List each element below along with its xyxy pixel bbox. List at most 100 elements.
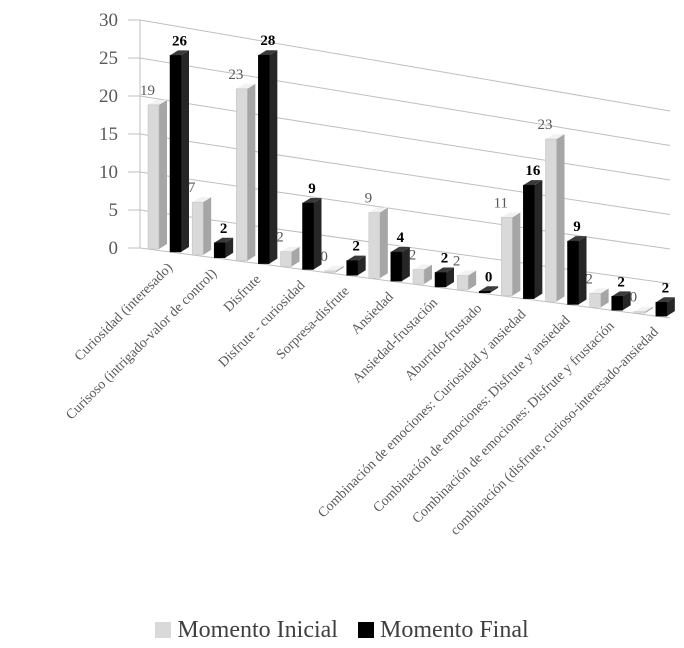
- x-tick-label: Ansiedad-frustación: [350, 296, 441, 387]
- bar-inicial: [633, 311, 646, 314]
- bar-final: [390, 251, 403, 282]
- bar-side: [666, 297, 675, 317]
- bar-final: [478, 291, 491, 294]
- legend-swatch-initial: [155, 622, 172, 638]
- bar-side: [313, 197, 322, 270]
- x-tick-label: Disfrute: [221, 272, 264, 315]
- bar-inicial: [368, 212, 381, 279]
- gridlines: [128, 19, 671, 319]
- bar-final: [346, 260, 358, 276]
- bar-side: [247, 83, 256, 261]
- x-tick-label: Ansiedad: [349, 290, 397, 338]
- bar-top: [589, 288, 609, 294]
- y-tick-label: 20: [99, 86, 118, 107]
- legend: Momento Inicial Momento Final: [0, 612, 684, 648]
- bar-inicial: [545, 138, 557, 302]
- bar-side: [556, 134, 565, 302]
- legend-label-final: Momento Final: [379, 616, 529, 643]
- value-label: 0: [485, 269, 493, 285]
- bar-top: [346, 255, 366, 261]
- bar-inicial: [280, 251, 292, 267]
- bar-side: [159, 99, 167, 250]
- bars: [147, 50, 675, 317]
- value-label: 2: [617, 274, 625, 290]
- bar-inicial: [324, 270, 336, 273]
- bar-final: [169, 55, 182, 253]
- bar-final: [213, 242, 226, 259]
- value-label: 2: [409, 248, 417, 264]
- bar-side: [401, 247, 410, 282]
- bar-side: [291, 246, 300, 267]
- value-label: 9: [308, 181, 316, 197]
- bar-top: [633, 306, 653, 312]
- gridline: [139, 247, 671, 319]
- bar-top: [258, 50, 278, 56]
- bar-side: [424, 264, 432, 285]
- bar-side: [600, 288, 609, 308]
- gridline: [139, 171, 671, 250]
- x-tick-label: Disfrute - curiosidad: [216, 278, 309, 371]
- bar-top: [611, 291, 631, 297]
- x-tick-label: Curiosidad (interesado): [72, 260, 176, 364]
- value-label: 2: [585, 271, 593, 287]
- gridline: [139, 95, 671, 181]
- bar-top: [655, 297, 675, 303]
- bar-side: [468, 270, 477, 290]
- value-label: 23: [228, 67, 243, 83]
- value-label: 2: [352, 239, 360, 255]
- value-label: 2: [276, 230, 284, 246]
- bar-top: [368, 207, 388, 213]
- bar-side: [269, 50, 278, 264]
- bar-inicial: [236, 88, 248, 261]
- bar-top: [148, 99, 167, 105]
- bar-inicial: [589, 293, 601, 308]
- value-label: 7: [188, 180, 196, 196]
- bar-final: [302, 202, 314, 270]
- bar-final: [567, 240, 579, 305]
- gridline: [139, 133, 671, 215]
- bar-top: [567, 236, 587, 242]
- bar-final: [434, 272, 447, 288]
- bar-final: [655, 302, 668, 317]
- value-label: 0: [320, 249, 328, 265]
- bar-top: [214, 237, 234, 243]
- bar-top: [501, 212, 521, 218]
- y-axis: 0 5 10 15 20 25 30: [99, 10, 118, 259]
- bar-side: [644, 306, 653, 314]
- bar-inicial: [412, 269, 425, 285]
- value-label: 2: [220, 221, 228, 237]
- bar-inicial: [501, 217, 513, 296]
- bar-side: [446, 267, 454, 287]
- bar-final: [611, 296, 623, 311]
- legend-item-final: Momento Final: [357, 616, 529, 644]
- value-label: 23: [538, 117, 553, 133]
- bar-top: [280, 246, 300, 252]
- value-label: 0: [630, 290, 638, 306]
- gridline: [139, 57, 671, 146]
- bar-side: [512, 212, 521, 296]
- bar-top: [545, 134, 565, 140]
- gridline: [139, 19, 671, 112]
- bar-top: [435, 267, 454, 273]
- value-label: 9: [573, 219, 581, 235]
- bar-side: [357, 255, 366, 276]
- legend-swatch-final: [357, 622, 374, 638]
- bar-top: [170, 50, 189, 56]
- bar-final: [258, 54, 270, 264]
- y-tick-label: 10: [99, 162, 118, 183]
- bar-side: [534, 180, 543, 299]
- y-tick-label: 0: [109, 238, 119, 259]
- value-label: 2: [441, 251, 449, 267]
- bar-side: [335, 265, 344, 273]
- y-tick-label: 5: [109, 200, 119, 221]
- bar-top: [302, 197, 322, 203]
- bar-top: [236, 83, 256, 89]
- bar-side: [578, 236, 587, 305]
- bar-top: [413, 264, 432, 270]
- bar-side: [379, 207, 388, 279]
- value-label: 9: [365, 191, 373, 207]
- bar-inicial: [147, 104, 160, 250]
- legend-label-initial: Momento Inicial: [177, 616, 338, 643]
- bar-top: [390, 247, 410, 253]
- bar-top: [324, 265, 344, 271]
